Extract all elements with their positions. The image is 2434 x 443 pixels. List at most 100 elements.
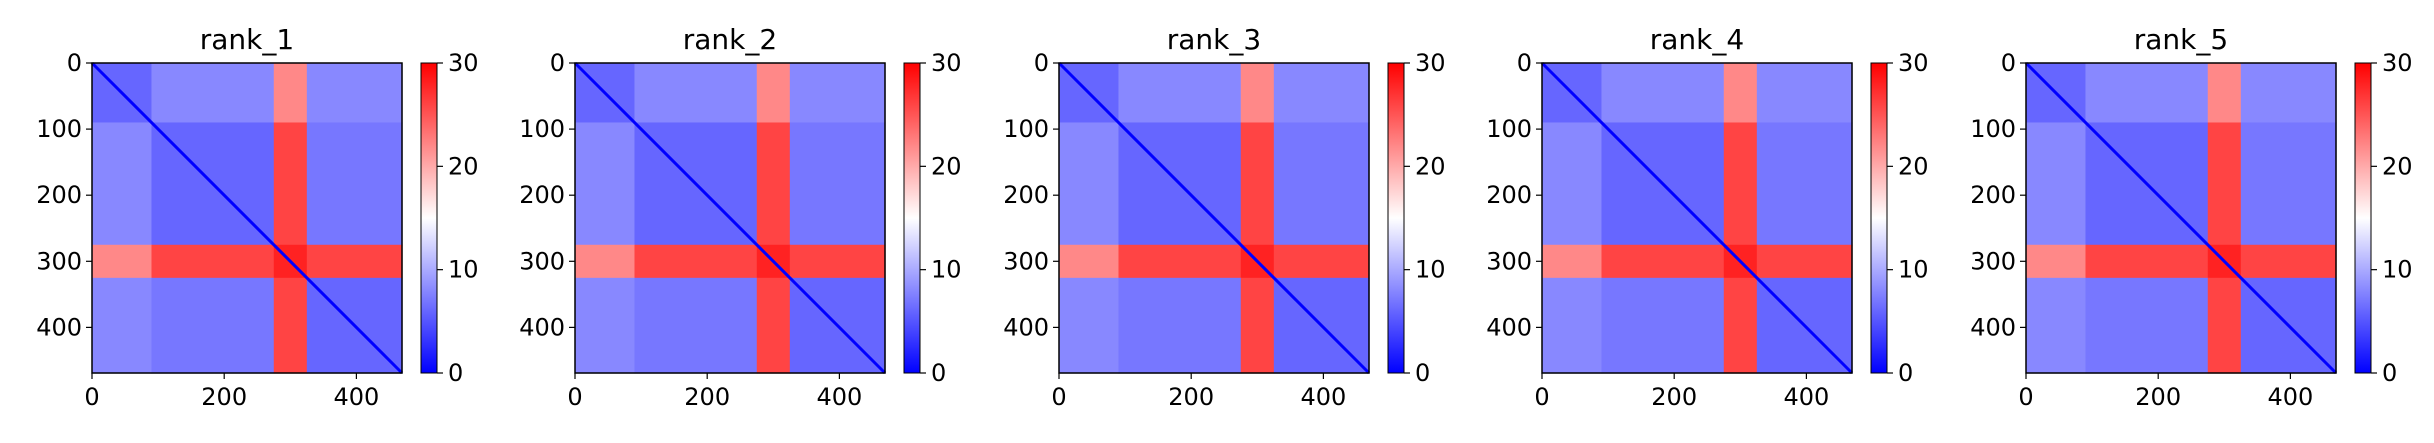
y-tick-label: 0	[1034, 49, 1049, 77]
heatmap-cell	[1723, 63, 1758, 124]
y-tick-label: 400	[36, 313, 82, 341]
x-tick-label: 400	[816, 383, 862, 411]
heatmap-cell	[2026, 122, 2087, 246]
heatmap-cell	[306, 63, 403, 124]
x-tick-label: 0	[84, 383, 99, 411]
y-tick-label: 200	[36, 181, 82, 209]
heatmap-cell	[2207, 277, 2242, 374]
heatmap-cell	[1273, 122, 1370, 246]
heatmap-cell	[2085, 277, 2209, 374]
x-tick-label: 400	[2267, 383, 2313, 411]
heatmap-cell	[2085, 63, 2209, 124]
heatmap-cell	[151, 277, 275, 374]
x-tick-label: 0	[1051, 383, 1066, 411]
colorbar	[2354, 62, 2372, 374]
heatmap-diagonal	[573, 61, 887, 375]
colorbar-tick-label: 10	[448, 256, 479, 284]
heatmap-cell	[2026, 277, 2087, 374]
heatmap-panel-1: rank_1 0 100 200 300 400 0 200 400 0 10 20 30	[36, 23, 478, 411]
x-tick-label: 200	[684, 383, 730, 411]
y-tick-label: 100	[1486, 115, 1532, 143]
heatmap-cell	[1723, 277, 1758, 374]
x-tick-label: 200	[201, 383, 247, 411]
heatmap-cell	[789, 244, 886, 279]
heatmap-cell	[1756, 244, 1853, 279]
heatmap-cell	[151, 244, 275, 279]
x-tick-label: 0	[1534, 383, 1549, 411]
x-tick-label: 0	[2018, 383, 2033, 411]
heatmap-cell	[634, 244, 758, 279]
y-tick-label: 300	[1970, 247, 2016, 275]
y-tick-label: 200	[1970, 181, 2016, 209]
heatmap-diagonal	[1057, 61, 1371, 375]
colorbar	[1870, 62, 1888, 374]
heatmap-frame	[1058, 62, 1370, 374]
y-tick-label: 300	[1003, 247, 1049, 275]
colorbar-tick-label: 30	[448, 49, 479, 77]
heatmap-frame	[1541, 62, 1853, 374]
colorbar-tick-label: 0	[1898, 359, 1913, 387]
heatmap-cell	[1240, 63, 1275, 124]
heatmap-cell	[1542, 122, 1603, 246]
heatmap-cell	[1240, 277, 1275, 374]
heatmap-cell	[575, 277, 636, 374]
heatmap-cells	[1059, 63, 1370, 374]
y-tick-label: 300	[519, 247, 565, 275]
y-tick-label: 400	[1486, 313, 1532, 341]
colorbar-tick-label: 10	[2382, 256, 2413, 284]
heatmap-cell	[151, 63, 275, 124]
panel-title: rank_5	[2134, 23, 2228, 56]
panel-title: rank_2	[683, 23, 777, 56]
colorbar-tick-label: 30	[1415, 49, 1446, 77]
heatmap-cell	[2240, 122, 2337, 246]
heatmap-cell	[2207, 63, 2242, 124]
x-tick-label: 200	[1168, 383, 1214, 411]
heatmap-cell	[575, 244, 636, 279]
heatmap-cell	[2240, 63, 2337, 124]
x-tick-label: 400	[1300, 383, 1346, 411]
colorbar-tick-label: 0	[448, 359, 463, 387]
heatmap-cells	[92, 63, 403, 374]
heatmap-diagonal	[1540, 61, 1854, 375]
y-tick-label: 200	[1003, 181, 1049, 209]
y-tick-label: 400	[1970, 313, 2016, 341]
colorbar-tick-label: 0	[931, 359, 946, 387]
heatmap-cell	[1273, 63, 1370, 124]
heatmap-cell	[273, 63, 308, 124]
heatmap-cell	[634, 277, 758, 374]
y-tick-label: 0	[1517, 49, 1532, 77]
colorbar-tick-label: 20	[2382, 152, 2413, 180]
heatmap-cell	[2085, 244, 2209, 279]
heatmap-panel-3: rank_3 0 100 200 300 400 0 200 400 0 10 20 30	[1003, 23, 1445, 411]
heatmap-panel-4: rank_4 0 100 200 300 400 0 200 400 0 10 20 30	[1486, 23, 1928, 411]
colorbar-tick-label: 20	[448, 152, 479, 180]
heatmap-cell	[2207, 122, 2242, 246]
heatmap-cell	[1240, 122, 1275, 246]
heatmap-frame	[91, 62, 403, 374]
heatmap-cell	[1601, 244, 1725, 279]
colorbar-tick-label: 30	[2382, 49, 2413, 77]
heatmap-cell	[2240, 244, 2337, 279]
heatmap-cell	[1542, 277, 1603, 374]
colorbar-tick-label: 0	[2382, 359, 2397, 387]
y-tick-label: 400	[1003, 313, 1049, 341]
heatmap-cell	[1756, 63, 1853, 124]
panel-title: rank_3	[1167, 23, 1261, 56]
x-tick-label: 200	[1651, 383, 1697, 411]
x-tick-label: 200	[2135, 383, 2181, 411]
heatmap-cell	[575, 122, 636, 246]
colorbar	[903, 62, 921, 374]
heatmap-cell	[1601, 277, 1725, 374]
heatmap-frame	[574, 62, 886, 374]
heatmap-cell	[273, 277, 308, 374]
y-tick-label: 100	[519, 115, 565, 143]
panel-title: rank_1	[200, 23, 294, 56]
colorbar-tick-label: 20	[1898, 152, 1929, 180]
heatmap-cells	[2026, 63, 2337, 374]
y-tick-label: 0	[550, 49, 565, 77]
x-tick-label: 400	[1783, 383, 1829, 411]
heatmap-cell	[1542, 244, 1603, 279]
colorbar-tick-label: 30	[931, 49, 962, 77]
y-tick-label: 0	[67, 49, 82, 77]
colorbar-tick-label: 10	[1898, 256, 1929, 284]
